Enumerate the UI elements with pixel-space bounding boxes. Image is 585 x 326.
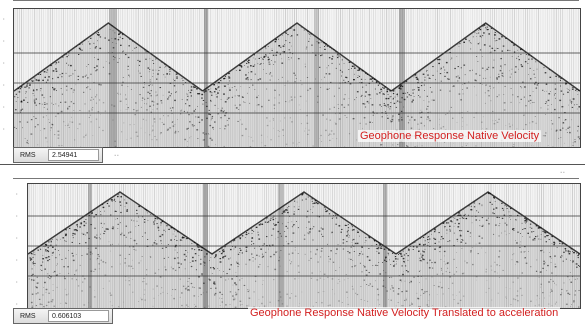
rms-label: RMS — [20, 312, 36, 320]
scale-mark: ⁃⁃ — [560, 170, 565, 176]
y-tick-mark: · — [2, 16, 6, 23]
y-tick-mark: · — [15, 213, 19, 220]
y-tick-mark: · — [2, 126, 6, 133]
acceleration-seismic-plot[interactable] — [27, 183, 581, 309]
acceleration-caption: Geophone Response Native Velocity Transl… — [248, 307, 561, 319]
y-tick-mark: · — [15, 301, 19, 308]
top-panel: · · · · · · Geophone Response Native Velocity… — [0, 0, 585, 165]
velocity-seismic-svg — [14, 9, 580, 147]
rms-readout-acceleration: RMS 0.606103 — [13, 308, 113, 324]
velocity-seismic-plot[interactable] — [13, 8, 581, 148]
rms-value-field[interactable]: 0.606103 — [48, 310, 109, 322]
velocity-caption: Geophone Response Native Velocity — [358, 130, 542, 142]
acceleration-seismic-svg — [28, 184, 580, 308]
y-tick-mark: · — [15, 257, 19, 264]
y-tick-mark: · — [15, 235, 19, 242]
bottom-y-axis: · · · · · · — [13, 183, 25, 308]
scale-mark: ⁃⁃ — [114, 153, 119, 159]
rms-value-field[interactable]: 2.54941 — [48, 149, 99, 161]
rms-readout-velocity: RMS 2.54941 — [13, 147, 103, 163]
y-tick-mark: · — [15, 279, 19, 286]
rms-label: RMS — [20, 151, 36, 159]
bottom-ruler — [13, 178, 579, 185]
top-ruler — [13, 0, 579, 7]
y-tick-mark: · — [2, 82, 6, 89]
top-y-axis: · · · · · · — [0, 8, 12, 146]
y-tick-mark: · — [2, 60, 6, 67]
y-tick-mark: · — [15, 191, 19, 198]
y-tick-mark: · — [2, 104, 6, 111]
y-tick-mark: · — [2, 38, 6, 45]
